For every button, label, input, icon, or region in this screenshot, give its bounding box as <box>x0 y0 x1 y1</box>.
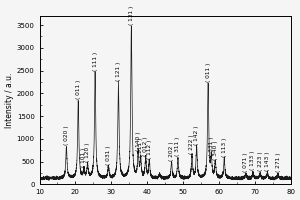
Text: ( 020 ): ( 020 ) <box>64 125 69 145</box>
Text: ( 202 ): ( 202 ) <box>169 141 174 161</box>
Text: ( 211 ): ( 211 ) <box>138 137 143 157</box>
Text: ( 133 ): ( 133 ) <box>250 151 256 170</box>
Text: ( 142 ): ( 142 ) <box>194 125 199 145</box>
Text: ( 101 ): ( 101 ) <box>82 148 86 167</box>
Text: ( 112 ): ( 112 ) <box>147 139 152 159</box>
Text: ( 011 ): ( 011 ) <box>206 63 211 82</box>
Text: ( 340 ): ( 340 ) <box>213 140 218 160</box>
Text: ( 140 ): ( 140 ) <box>136 132 141 151</box>
Text: ( 071 ): ( 071 ) <box>243 152 248 172</box>
Text: ( 311 ): ( 311 ) <box>176 136 181 156</box>
Text: ( 271 ): ( 271 ) <box>276 152 280 172</box>
Text: ( 131 ): ( 131 ) <box>129 6 134 25</box>
Text: ( 121 ): ( 121 ) <box>116 61 121 81</box>
Text: ( 222 ): ( 222 ) <box>190 134 194 154</box>
Text: ( 031 ): ( 031 ) <box>106 145 111 165</box>
Text: ( 223 ): ( 223 ) <box>258 151 262 171</box>
Text: ( 012 ): ( 012 ) <box>143 136 148 156</box>
Text: ( 120 ): ( 120 ) <box>85 142 90 162</box>
Text: ( 111 ): ( 111 ) <box>93 51 98 71</box>
Y-axis label: Intensity / a.u.: Intensity / a.u. <box>5 72 14 128</box>
Text: ( 331 ): ( 331 ) <box>209 136 214 156</box>
Text: ( 143 ): ( 143 ) <box>265 151 270 171</box>
Text: ( 113 ): ( 113 ) <box>222 137 227 157</box>
Text: ( 011 ): ( 011 ) <box>76 80 81 99</box>
